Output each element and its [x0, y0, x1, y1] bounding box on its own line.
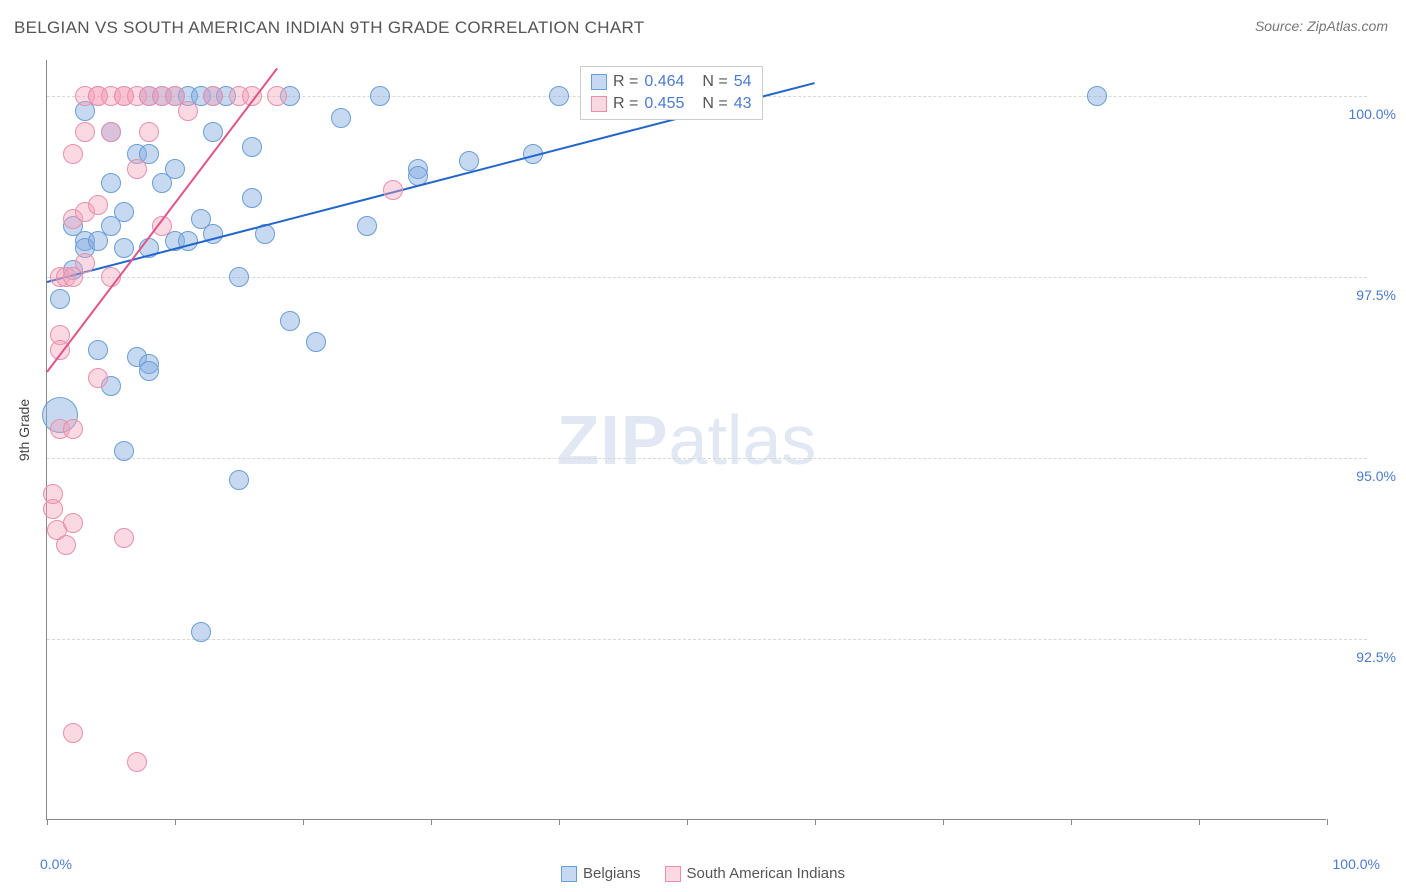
data-point	[63, 144, 83, 164]
plot-area: ZIPatlas 92.5%95.0%97.5%100.0%	[46, 60, 1326, 820]
stats-row: R = 0.464 N = 54	[591, 71, 752, 93]
stats-row: R = 0.455 N = 43	[591, 93, 752, 115]
data-point	[75, 253, 95, 273]
data-point	[165, 159, 185, 179]
data-point	[63, 419, 83, 439]
x-axis-label-max: 100.0%	[1333, 856, 1380, 872]
x-tick	[815, 819, 816, 825]
x-tick	[943, 819, 944, 825]
x-tick	[303, 819, 304, 825]
data-point	[43, 484, 63, 504]
x-tick	[175, 819, 176, 825]
data-point	[101, 173, 121, 193]
gridline	[47, 639, 1367, 640]
data-point	[75, 122, 95, 142]
bottom-legend: Belgians South American Indians	[561, 865, 845, 882]
y-tick-label: 92.5%	[1336, 649, 1396, 665]
data-point	[50, 289, 70, 309]
x-tick	[431, 819, 432, 825]
stats-r-label: R =	[613, 73, 638, 91]
stats-r-value: 0.464	[644, 73, 684, 91]
data-point	[56, 535, 76, 555]
data-point	[127, 752, 147, 772]
x-tick	[1071, 819, 1072, 825]
data-point	[1087, 86, 1107, 106]
y-tick-label: 95.0%	[1336, 468, 1396, 484]
data-point	[229, 267, 249, 287]
x-tick	[1199, 819, 1200, 825]
source-attribution: Source: ZipAtlas.com	[1255, 18, 1388, 34]
y-axis-title: 9th Grade	[16, 399, 32, 461]
x-tick	[47, 819, 48, 825]
data-point	[242, 137, 262, 157]
y-tick-label: 100.0%	[1336, 106, 1396, 122]
data-point	[139, 122, 159, 142]
data-point	[114, 202, 134, 222]
legend-swatch	[591, 74, 607, 90]
x-axis-label-min: 0.0%	[40, 856, 72, 872]
data-point	[459, 151, 479, 171]
stats-r-value: 0.455	[644, 95, 684, 113]
data-point	[127, 159, 147, 179]
chart-title: BELGIAN VS SOUTH AMERICAN INDIAN 9TH GRA…	[14, 18, 644, 38]
data-point	[63, 513, 83, 533]
gridline	[47, 458, 1367, 459]
data-point	[357, 216, 377, 236]
data-point	[63, 723, 83, 743]
x-tick	[687, 819, 688, 825]
stats-n-label: N =	[702, 73, 727, 91]
data-point	[178, 101, 198, 121]
legend-swatch	[561, 866, 577, 882]
legend-item: Belgians	[561, 865, 641, 882]
x-tick	[1327, 819, 1328, 825]
data-point	[114, 238, 134, 258]
correlation-stats-box: R = 0.464 N = 54 R = 0.455 N = 43	[580, 66, 763, 120]
stats-n-value: 54	[734, 73, 752, 91]
data-point	[139, 361, 159, 381]
legend-swatch	[591, 96, 607, 112]
data-point	[549, 86, 569, 106]
data-point	[191, 622, 211, 642]
data-point	[370, 86, 390, 106]
watermark: ZIPatlas	[557, 400, 817, 480]
data-point	[267, 86, 287, 106]
data-point	[101, 122, 121, 142]
legend-label: Belgians	[583, 865, 641, 882]
legend-swatch	[665, 866, 681, 882]
data-point	[331, 108, 351, 128]
data-point	[203, 86, 223, 106]
data-point	[280, 311, 300, 331]
stats-r-label: R =	[613, 95, 638, 113]
data-point	[229, 470, 249, 490]
y-tick-label: 97.5%	[1336, 287, 1396, 303]
data-point	[383, 180, 403, 200]
stats-n-label: N =	[702, 95, 727, 113]
data-point	[306, 332, 326, 352]
chart-container: BELGIAN VS SOUTH AMERICAN INDIAN 9TH GRA…	[0, 0, 1406, 892]
legend-label: South American Indians	[687, 865, 845, 882]
data-point	[242, 188, 262, 208]
data-point	[88, 368, 108, 388]
data-point	[88, 340, 108, 360]
x-tick	[559, 819, 560, 825]
data-point	[114, 441, 134, 461]
data-point	[88, 195, 108, 215]
legend-item: South American Indians	[665, 865, 845, 882]
data-point	[114, 528, 134, 548]
stats-n-value: 43	[734, 95, 752, 113]
